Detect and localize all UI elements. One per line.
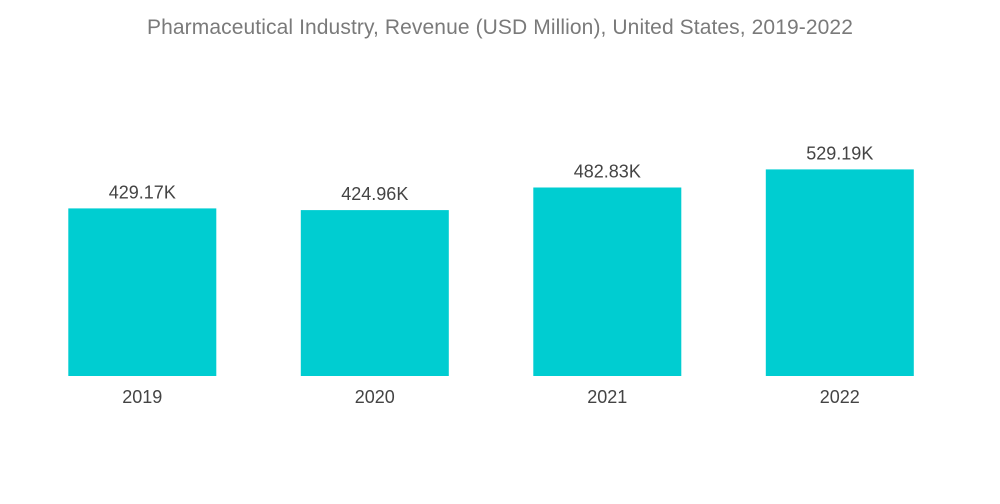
bar-2020: [300, 210, 449, 376]
x-tick-labels-group: 2019 2020 2021 2022: [122, 387, 860, 407]
bar-2021: [533, 187, 682, 376]
bar-2022: [765, 169, 914, 376]
value-labels-group: 429.17K 424.96K 482.83K 529.19K: [109, 143, 874, 204]
value-label-2020: 424.96K: [341, 184, 408, 204]
chart-title: Pharmaceutical Industry, Revenue (USD Mi…: [147, 16, 853, 39]
x-tick-label-2019: 2019: [122, 387, 162, 407]
value-label-2021: 482.83K: [574, 162, 641, 182]
x-tick-label-2022: 2022: [820, 387, 860, 407]
value-label-2019: 429.17K: [109, 182, 176, 202]
value-label-2022: 529.19K: [806, 143, 873, 163]
bars-group: [68, 169, 914, 376]
bar-2019: [68, 208, 217, 376]
x-tick-label-2021: 2021: [587, 387, 627, 407]
x-tick-label-2020: 2020: [355, 387, 395, 407]
